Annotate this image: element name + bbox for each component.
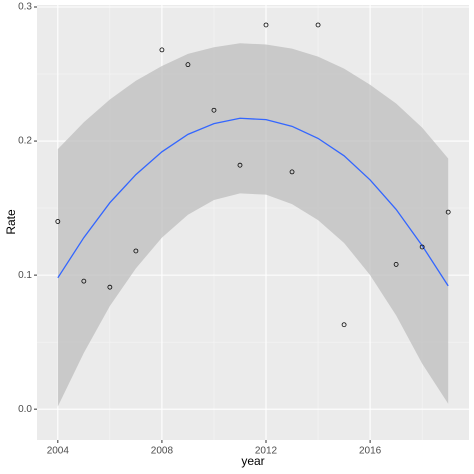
point — [289, 169, 295, 175]
point — [55, 219, 61, 224]
confidence-band — [57, 43, 449, 407]
y-axis-title: Rate — [4, 209, 18, 235]
point — [263, 22, 269, 28]
x-tick-label: 2012 — [255, 446, 278, 457]
smooth-line — [57, 117, 449, 287]
point — [341, 322, 347, 328]
x-tick-label: 2016 — [359, 446, 382, 457]
point — [211, 107, 217, 113]
y-tick-label: 0.1 — [18, 270, 32, 281]
point — [81, 278, 87, 284]
y-tick-label: 0.3 — [18, 2, 32, 13]
point — [393, 261, 399, 267]
point — [237, 162, 243, 168]
point — [159, 47, 165, 53]
x-tick-label: 2004 — [47, 446, 70, 457]
y-tick-label: 0.0 — [18, 404, 32, 415]
x-tick-label: 2008 — [151, 446, 174, 457]
point — [445, 209, 451, 215]
y-tick-label: 0.2 — [18, 136, 32, 147]
point — [315, 22, 321, 28]
point — [185, 62, 191, 68]
point — [107, 284, 113, 290]
point — [133, 248, 139, 254]
point — [419, 244, 425, 250]
x-axis-title: year — [241, 454, 264, 468]
